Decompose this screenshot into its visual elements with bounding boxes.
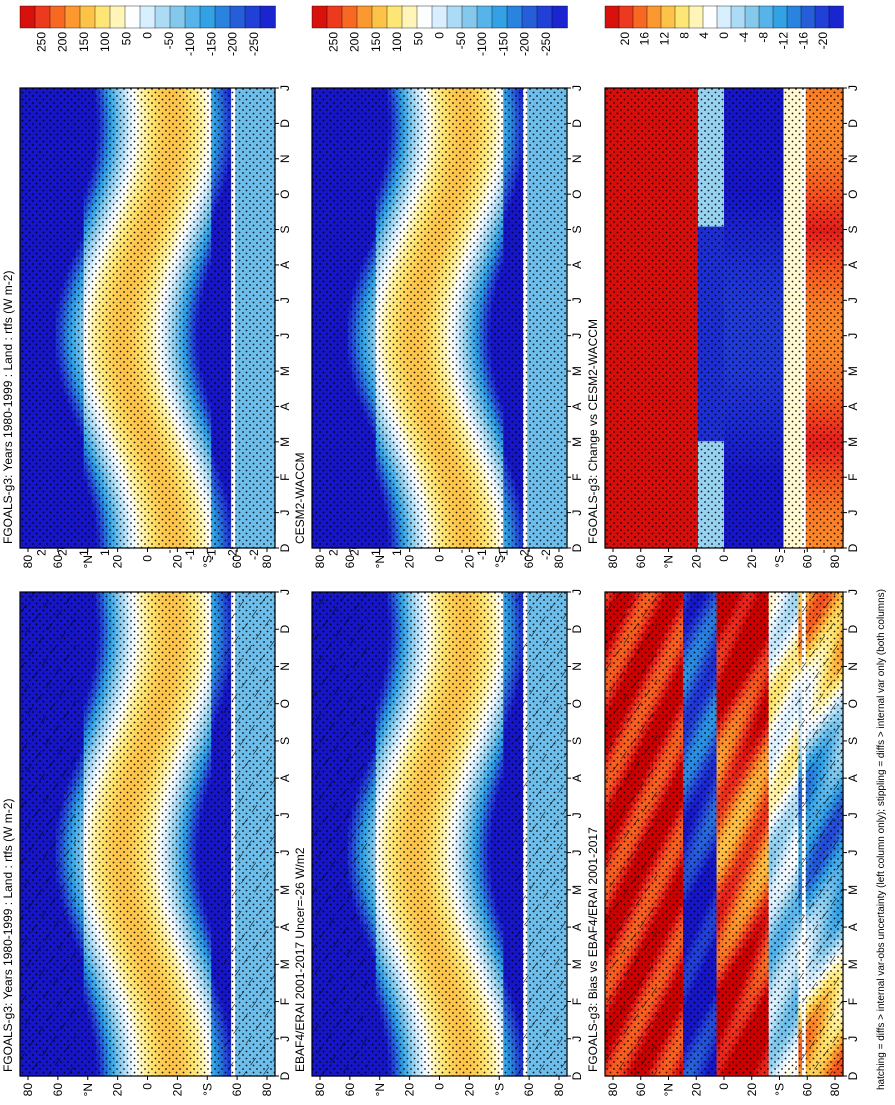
p-bl-month-label: M [278, 959, 292, 969]
p-bl-hatching-south [224, 592, 275, 1076]
p-bl-lat-tick-label: 0 [141, 1083, 155, 1090]
p-bl-lat-tick-label: °N [81, 1083, 95, 1096]
p-bl-month-label: J [278, 1036, 292, 1042]
p-bl-lat-tick-label: 20 [170, 1083, 184, 1097]
p-bl-month-label: D [278, 625, 292, 634]
p-bl-hatching-north [20, 592, 77, 1076]
p-bl-month-label: S [278, 737, 292, 745]
p-bl-month-label: N [278, 662, 292, 671]
p-bl-month-label: J [278, 850, 292, 856]
p-ml-heatmap: 80 60 °N 20 0 20 °S 60 80DJFMAMJJASONDJEBAF4/ERA… [293, 589, 584, 1096]
p-bl-month-label: O [278, 699, 292, 708]
p-bl-lat-tick-label: 20 [111, 1083, 125, 1097]
p-bl-month-label: F [278, 998, 292, 1005]
p-bl-lat-tick-label: 60 [51, 1083, 65, 1097]
p-bl-lat-tick-label: °S [200, 1083, 214, 1096]
p-bl-month-label: D [278, 1071, 292, 1080]
p-bl-heatmap: 80 60 °N 20 0 20 °S 60 80 D J F M A M J J A S O N D J FGOALS-g3… [1, 589, 292, 1096]
p-bl-month-label: J [278, 589, 292, 595]
p-bl-month-label: M [278, 885, 292, 895]
p-bl-title: FGOALS-g3: Years 1980-1999 : Land : rtfs… [1, 799, 15, 1072]
p-bl-month-label: A [278, 774, 292, 782]
p-bl-lat-tick-label: 80 [260, 1083, 274, 1097]
p-bl-month-label: A [278, 923, 292, 931]
p-bl-lat-tick-label: 80 [21, 1083, 35, 1097]
p-bl-lat-tick-label: 60 [230, 1083, 244, 1097]
p-bl-month-label: J [278, 812, 292, 818]
